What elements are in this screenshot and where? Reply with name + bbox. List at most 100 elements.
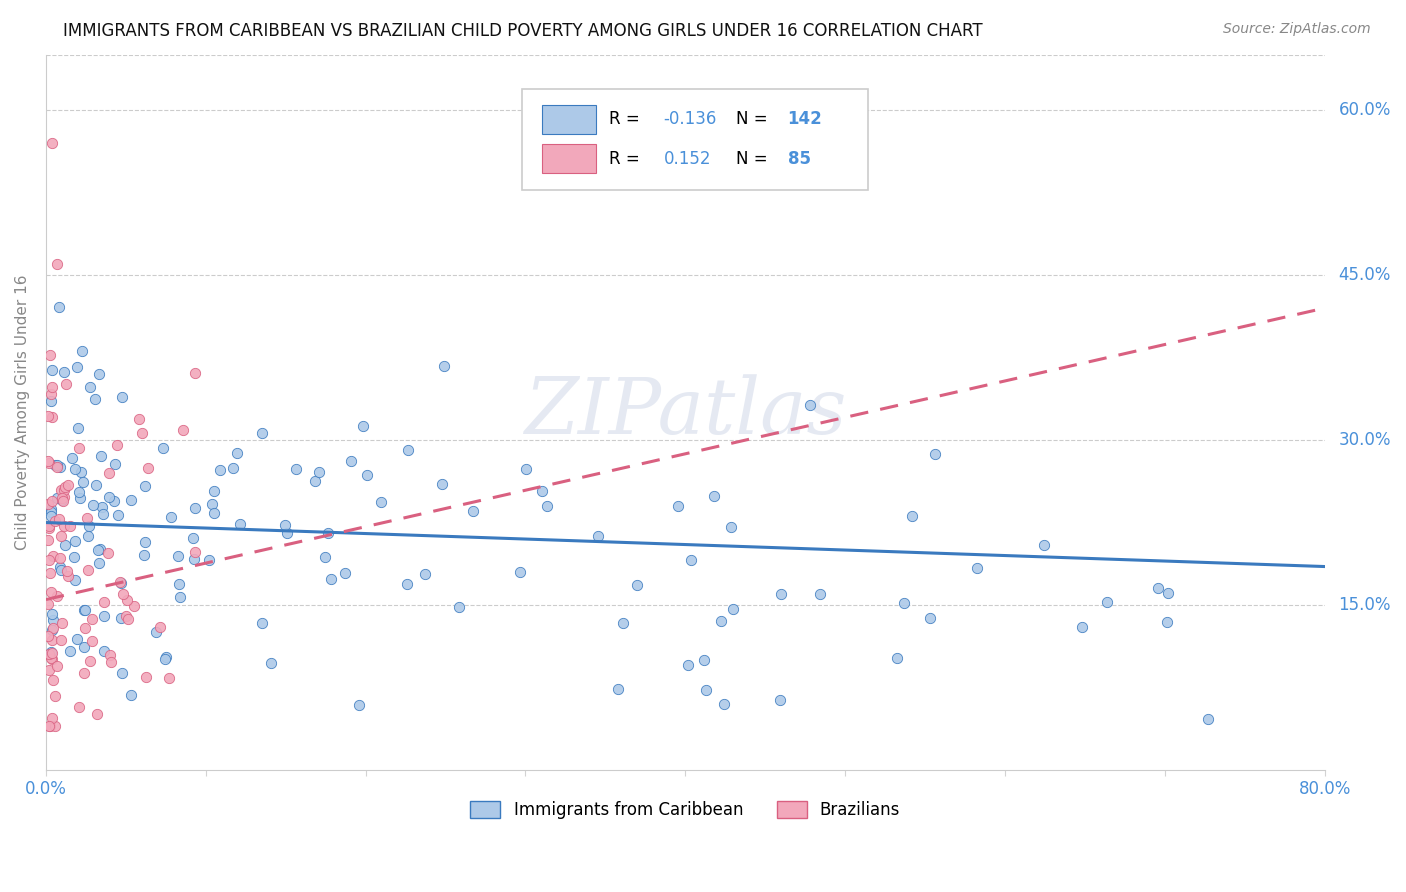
Point: [201, 497, 224, 511]
Point: [72, 475, 94, 490]
Point: [530, 483, 553, 498]
Point: [149, 620, 172, 634]
Point: [82, 633, 104, 648]
Point: [111, 390, 134, 404]
Point: [60, 450, 83, 465]
Point: [53, 480, 76, 494]
Text: IMMIGRANTS FROM CARIBBEAN VS BRAZILIAN CHILD POVERTY AMONG GIRLS UNDER 16 CORREL: IMMIGRANTS FROM CARIBBEAN VS BRAZILIAN C…: [63, 22, 983, 40]
Point: [396, 443, 419, 458]
Point: [46, 458, 69, 472]
Point: [39, 504, 62, 518]
Point: [676, 658, 699, 673]
Point: [52, 365, 75, 379]
Point: [49, 529, 72, 543]
Text: 15.0%: 15.0%: [1339, 596, 1391, 614]
Point: [38, 566, 60, 581]
Point: [153, 652, 176, 666]
Point: [79, 519, 101, 533]
Point: [66, 421, 89, 435]
Point: [536, 499, 558, 513]
Point: [53, 538, 76, 552]
Point: [41, 673, 63, 688]
Point: [202, 507, 225, 521]
Point: [1070, 620, 1092, 634]
Text: 60.0%: 60.0%: [1339, 101, 1391, 120]
Point: [308, 466, 330, 480]
Point: [321, 572, 343, 586]
Point: [120, 493, 142, 508]
Point: [115, 609, 138, 624]
Point: [63, 533, 86, 548]
Point: [41, 409, 63, 424]
Point: [181, 531, 204, 545]
Point: [107, 438, 129, 452]
Point: [713, 698, 735, 712]
Point: [51, 615, 73, 630]
Point: [37, 597, 59, 611]
Point: [41, 613, 63, 627]
Point: [37, 454, 59, 468]
Point: [63, 549, 86, 564]
Point: [432, 477, 454, 491]
Point: [145, 625, 167, 640]
Point: [695, 682, 717, 697]
Point: [52, 493, 75, 508]
Point: [104, 457, 127, 471]
Point: [84, 392, 107, 406]
Point: [134, 479, 156, 493]
Point: [42, 621, 65, 635]
FancyBboxPatch shape: [543, 105, 596, 134]
Point: [250, 615, 273, 630]
Text: N =: N =: [737, 111, 773, 128]
Point: [38, 719, 60, 733]
Point: [314, 550, 336, 565]
Text: 0.152: 0.152: [664, 150, 711, 168]
Point: [48, 512, 70, 526]
Point: [136, 461, 159, 475]
Point: [86, 706, 108, 721]
Point: [1146, 581, 1168, 595]
Point: [710, 614, 733, 628]
Text: 142: 142: [787, 111, 823, 128]
Point: [39, 508, 62, 523]
Point: [260, 656, 283, 670]
Point: [183, 500, 205, 515]
Point: [810, 587, 832, 601]
Point: [202, 483, 225, 498]
Point: [59, 644, 82, 658]
Point: [56, 565, 79, 579]
Point: [316, 526, 339, 541]
Point: [49, 563, 72, 577]
Point: [901, 508, 924, 523]
Point: [276, 526, 298, 541]
Point: [79, 654, 101, 668]
Point: [41, 633, 63, 648]
Point: [39, 651, 62, 665]
Point: [356, 468, 378, 483]
Point: [91, 507, 114, 521]
Point: [39, 645, 62, 659]
Point: [107, 508, 129, 523]
Point: [769, 693, 792, 707]
Point: [87, 367, 110, 381]
Point: [886, 651, 908, 665]
Point: [152, 441, 174, 455]
Point: [39, 719, 62, 733]
Point: [723, 602, 745, 616]
Point: [169, 590, 191, 604]
Point: [606, 681, 628, 696]
Point: [80, 612, 103, 626]
Point: [46, 460, 69, 475]
Point: [84, 478, 107, 492]
Point: [66, 632, 89, 646]
Point: [93, 608, 115, 623]
Point: [67, 441, 90, 455]
Point: [347, 698, 370, 712]
Point: [93, 644, 115, 658]
Point: [73, 603, 96, 617]
Point: [37, 533, 59, 547]
Point: [172, 423, 194, 437]
Text: Source: ZipAtlas.com: Source: ZipAtlas.com: [1223, 22, 1371, 37]
Point: [304, 474, 326, 488]
Point: [1095, 595, 1118, 609]
